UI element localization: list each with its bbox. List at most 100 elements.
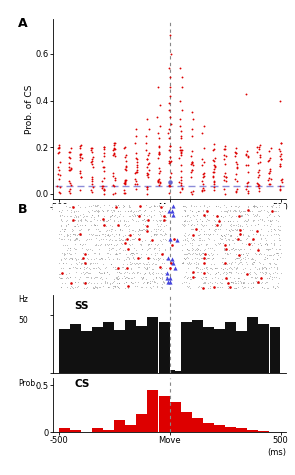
Point [110,211,115,218]
Point [133,282,137,290]
Point [171,259,176,267]
Point [84,284,89,292]
Point [145,152,150,159]
Point [130,227,134,234]
Point [271,208,276,215]
Point [99,279,104,287]
Point [96,231,101,238]
Point [108,260,113,267]
Point [222,145,226,152]
Point [126,235,131,243]
Point [268,154,273,162]
Point [253,275,258,282]
Point [211,236,216,244]
Point [160,249,165,257]
Point [268,222,273,230]
Point [101,152,106,160]
Point [154,220,159,228]
Point [242,283,246,291]
Point [148,245,153,252]
Point [96,237,101,244]
Point [200,130,205,137]
Point [137,202,142,210]
Point [184,278,189,286]
Point [200,207,205,214]
Point [91,208,96,215]
Point [254,265,259,273]
Point [271,230,276,238]
Point [157,244,162,252]
Point [224,152,228,160]
Point [59,274,64,281]
Point [138,206,142,214]
Point [167,74,172,81]
Point [187,218,192,225]
Point [135,270,140,277]
Point [195,211,199,218]
Point [225,217,230,225]
Point [102,221,106,228]
Point [264,245,268,253]
Point [251,230,256,238]
Point [136,254,140,262]
Point [110,230,114,238]
Point [241,265,245,273]
Point [145,265,150,273]
Point [83,212,88,220]
Point [89,221,94,228]
Point [220,232,224,239]
Point [59,211,64,218]
Point [62,226,67,233]
Point [222,242,227,249]
Point [68,254,73,262]
Point [269,217,274,224]
Point [251,260,256,268]
Point [103,264,108,271]
Point [223,246,228,254]
Point [155,226,160,233]
Point [86,207,91,215]
Point [201,269,206,276]
Point [239,256,244,263]
Point [203,279,208,287]
Point [123,166,128,174]
Point [101,217,106,225]
Point [180,184,184,191]
Point [266,169,271,177]
Point [58,222,63,229]
Point [112,139,116,147]
Point [57,230,61,238]
Point [94,284,98,291]
Point [102,264,107,272]
Point [119,264,124,271]
Point [99,275,104,282]
Point [63,254,68,262]
Point [235,236,240,244]
Point [206,216,210,223]
Point [177,123,182,130]
Point [92,201,97,209]
Point [128,212,132,220]
Point [241,251,246,258]
Point [130,254,135,261]
Point [102,242,107,249]
Point [145,169,149,177]
Point [82,270,87,278]
Point [131,210,136,218]
Point [233,259,237,266]
Point [216,216,221,224]
Point [123,231,128,239]
Point [66,231,71,239]
Point [222,151,227,159]
Point [70,217,75,225]
Point [231,226,236,234]
Point [92,283,97,290]
Point [118,269,122,277]
Point [149,213,153,220]
Point [190,225,195,232]
Point [111,170,115,177]
Point [154,230,159,238]
Point [123,162,128,170]
Point [160,280,165,287]
Point [163,270,168,277]
